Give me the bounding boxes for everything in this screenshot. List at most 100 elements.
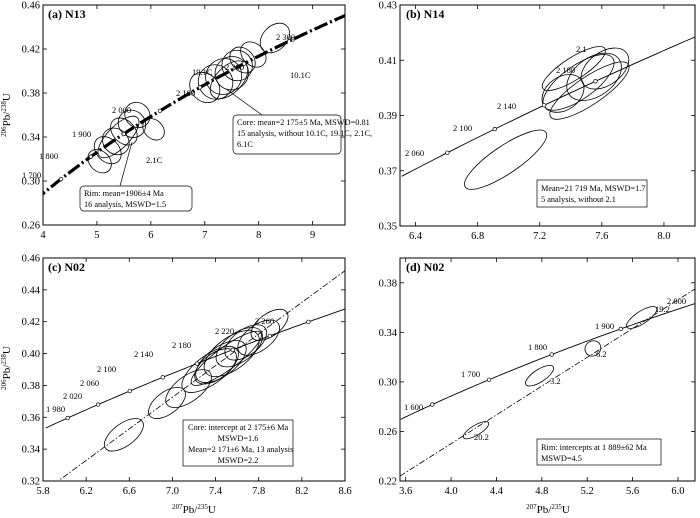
age-marker [160,375,165,380]
point-label: 19.1C [192,67,213,77]
point-label: 3.2 [550,376,561,386]
age-label: 2 200 [225,62,244,72]
annotation-text: MSWD=2.2 [218,456,259,465]
y-tick-label: 0.34 [22,133,41,144]
age-marker [241,61,247,66]
point-label: 10.1C [290,70,311,80]
x-tick-label: 3.6 [399,486,412,497]
x-tick-label: 4.4 [490,486,504,497]
y-tick-label: 0.40 [22,349,40,360]
annotation-box [232,114,342,155]
panel-a-ellipses [87,22,290,174]
y-tick-label: 0.30 [22,177,40,188]
concordia-curve [43,13,345,196]
annotation-text: Rim: intercepts at 1 889±62 Ma [541,443,647,452]
annotation-leader [119,141,133,187]
age-marker [593,79,598,84]
error-ellipse [549,61,630,120]
y-tick-label: 0.42 [22,317,40,328]
y-tick-label: 0.46 [22,254,40,265]
point-label: 20.2 [474,432,489,442]
x-tick-label: 7 [202,230,207,241]
x-tick-label: 7.2 [533,231,546,242]
age-label: 2 220 [215,326,234,336]
x-tick-label: 7.0 [166,486,179,497]
y-tick-label: 0.22 [379,477,397,488]
y-tick-label: 0.46 [22,1,40,12]
age-marker [267,333,272,339]
age-marker [230,347,235,352]
age-marker [197,85,203,90]
error-ellipse [97,115,140,159]
error-ellipse [464,129,548,190]
panel-a: 4 5 6 7 8 9 0.26 0.30 0.34 0.38 0.42 0.46 (a) N13 1… [0,1,372,242]
x-tick-label: 7.6 [595,231,608,242]
panel-b: 6.4 6.8 7.2 7.6 8.0 0.35 0.37 0.39 0.41 0.43 (b) … [379,1,696,242]
annotation-text: MSWD=4.5 [541,454,582,463]
age-marker [65,415,70,421]
age-marker [95,402,101,407]
age-marker [194,361,200,366]
panel-b-ellipses [464,46,630,190]
age-marker [290,37,295,42]
panel-c-title: (c) N02 [48,260,85,274]
error-ellipse [237,319,280,356]
x-tick-label: 4.8 [535,486,548,497]
y-axis-label: 206Pb/238U [0,93,13,137]
discordia-line [57,270,345,481]
y-tick-label: 0.42 [22,45,40,56]
error-ellipse [110,117,138,146]
panel-c-ellipses [103,308,289,452]
error-ellipse [566,52,622,101]
age-marker [541,103,547,108]
annotation-text: Core: mean=2 175±5 Ma, MSWD=0.81 [237,118,370,127]
age-marker [121,131,126,137]
error-ellipse [87,149,112,174]
error-ellipse [93,136,122,165]
error-ellipse [194,348,237,385]
x-axis-label: 207Pb/235U [526,503,570,516]
error-ellipse [259,22,290,54]
error-ellipse [224,324,268,361]
error-ellipse [181,346,239,393]
x-tick-label: 6.8 [471,231,484,242]
y-tick-label: 0.35 [379,222,397,233]
panel-c: 5.8 6.2 6.6 7.0 7.4 7.8 8.2 8.6 0.32 0.34 0.36 0.38… [0,254,352,517]
x-tick-label: 5.8 [36,486,49,497]
age-label: 2 000 [112,105,131,115]
age-marker [157,108,163,114]
x-tick-label: 9 [310,230,315,241]
annotation-text: Mean=21 719 Ma, MSWD=1.7 [541,184,646,193]
error-ellipse [221,49,253,82]
age-label: 2 140 [134,349,153,359]
age-label: 2 060 [405,148,424,158]
age-label: 2 000 [667,296,686,306]
y-tick-label: 0.34 [379,328,398,339]
panel-c-frame [42,257,346,482]
age-label: 1 900 [72,129,91,139]
age-label: 2 100 [453,123,472,133]
concordia-curve [401,36,695,177]
panel-a-concordia [43,13,345,196]
error-ellipse [229,46,256,74]
panel-d-ellipses [462,306,658,440]
age-label: 2 140 [497,101,516,111]
panel-a-title: (a) N13 [48,7,86,21]
panel-b-ticks: 6.4 6.8 7.2 7.6 8.0 0.35 0.37 0.39 0.41 0.43 [379,1,695,242]
age-label: 1 800 [528,342,547,352]
panel-d-ticks: 3.6 4.0 4.4 4.8 5.2 5.6 6.0 0.22 0.26 0.30 0.34 0.3… [379,258,695,497]
error-ellipse [525,364,554,387]
x-tick-label: 5.2 [581,486,594,497]
y-tick-label: 0.38 [379,278,397,289]
y-tick-label: 0.38 [22,381,40,392]
annotation-text: MSWD=1.6 [218,434,259,443]
x-tick-label: 6.0 [671,486,684,497]
age-label: 2 100 [97,364,116,374]
error-ellipse [580,47,630,90]
panel-c-ticks: 5.8 6.2 6.6 7.0 7.4 7.8 8.2 8.6 0.32 0.34 0.36 0.38… [22,254,352,498]
x-tick-label: 8.0 [657,231,670,242]
y-tick-label: 0.26 [22,221,40,232]
age-label: 1 700 [461,369,480,379]
age-marker [492,126,497,132]
